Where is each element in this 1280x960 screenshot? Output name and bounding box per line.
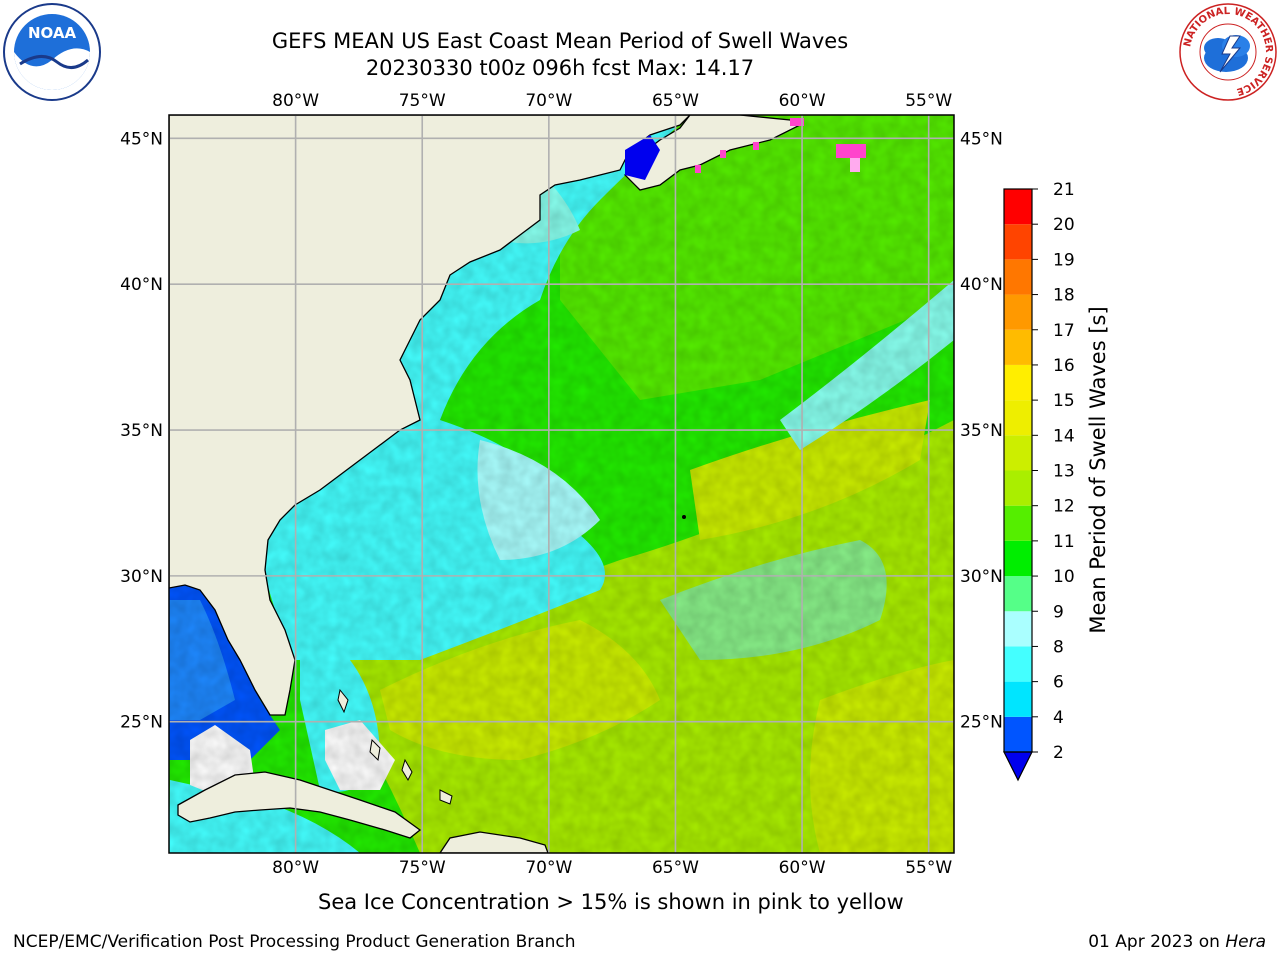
sea-ice-patch-5: [695, 165, 701, 173]
colorbar-segment-1: [1004, 681, 1032, 717]
colorbar-segment-9: [1004, 400, 1032, 436]
colorbar-tick-label-7: 12: [1053, 497, 1075, 517]
lon-label-top-5: 55°W: [905, 91, 952, 111]
colorbar-segment-3: [1004, 611, 1032, 647]
land-bahamas-1: [337, 688, 349, 714]
lat-label-right-0: 45°N: [960, 129, 1003, 149]
footer-credit: NCEP/EMC/Verification Post Processing Pr…: [13, 932, 576, 952]
colorbar-tick-label-2: 6: [1053, 673, 1064, 693]
land-bahamas-4: [439, 789, 453, 805]
land-bermuda: [682, 515, 686, 519]
footer-machine: Hera: [1225, 932, 1266, 952]
colorbar-tick-label-4: 9: [1053, 602, 1064, 622]
lon-label-top-2: 70°W: [525, 91, 572, 111]
lat-label-right-2: 35°N: [960, 421, 1003, 441]
colorbar-under-arrow: [1003, 751, 1033, 782]
sea-ice-patch-1: [790, 118, 804, 126]
lon-label-top-3: 65°W: [652, 91, 699, 111]
colorbar-tick-label-15: 20: [1053, 215, 1075, 235]
land-bahamas-3: [401, 758, 413, 782]
colorbar-segment-7: [1004, 470, 1032, 506]
colorbar-tick-label-14: 19: [1053, 250, 1075, 270]
lon-label-bottom-5: 55°W: [905, 858, 952, 878]
colorbar-tick-label-16: 21: [1053, 180, 1075, 200]
footer-date: 01 Apr 2023 on Hera: [1088, 932, 1266, 952]
sea-ice-patch-2: [836, 144, 866, 158]
colorbar-tick-label-9: 14: [1053, 426, 1075, 446]
lat-label-left-0: 45°N: [120, 129, 163, 149]
colorbar-segment-11: [1004, 329, 1032, 365]
lon-label-bottom-4: 60°W: [779, 858, 826, 878]
colorbar-tick-label-8: 13: [1053, 462, 1075, 482]
colorbar-segment-5: [1004, 540, 1032, 577]
noaa-logo: NOAA: [3, 3, 101, 101]
sea-ice-patch-6: [753, 142, 759, 150]
colorbar-segment-6: [1004, 505, 1032, 541]
swell-period-field: [169, 115, 954, 853]
lat-label-left-4: 25°N: [120, 713, 163, 733]
colorbar-tick-label-13: 18: [1053, 286, 1075, 306]
colorbar-tick-label-10: 15: [1053, 391, 1075, 411]
sea-ice-note: Sea Ice Concentration > 15% is shown in …: [318, 890, 904, 914]
lon-label-bottom-3: 65°W: [652, 858, 699, 878]
lat-label-right-4: 25°N: [960, 713, 1003, 733]
sea-ice-patch-4: [720, 150, 726, 158]
nws-logo: NATIONAL WEATHER SERVICE: [1179, 3, 1277, 101]
colorbar-segment-10: [1004, 364, 1032, 401]
map-subtitle: 20230330 t00z 096h fcst Max: 14.17: [365, 56, 755, 80]
sea-ice-patch-3: [850, 158, 860, 172]
lon-label-top-1: 75°W: [399, 91, 446, 111]
lon-label-bottom-0: 80°W: [272, 858, 319, 878]
map-frame: [168, 114, 955, 854]
lon-label-bottom-1: 75°W: [399, 858, 446, 878]
footer-date-text: 01 Apr 2023 on: [1088, 932, 1226, 952]
colorbar-tick-label-3: 8: [1053, 637, 1064, 657]
bay-of-fundy-field: [625, 135, 660, 180]
lon-label-top-4: 60°W: [779, 91, 826, 111]
land-hispaniola: [439, 831, 549, 853]
colorbar: 2 4 6 8 9 10 11 12 13 14 15 16 17 18 19 20 21: [1003, 180, 1075, 782]
colorbar-label: Mean Period of Swell Waves [s]: [1086, 306, 1110, 634]
noaa-logo-text: NOAA: [28, 24, 77, 42]
colorbar-tick-label-1: 4: [1053, 708, 1064, 728]
colorbar-segment-2: [1004, 646, 1032, 682]
land-bahamas-2: [369, 738, 381, 762]
graticule: [169, 115, 954, 853]
colorbar-segment-8: [1004, 435, 1032, 471]
colorbar-segment-0: [1004, 716, 1032, 752]
colorbar-tick-label-5: 10: [1053, 567, 1075, 587]
colorbar-segment-14: [1004, 224, 1032, 260]
colorbar-segment-12: [1004, 294, 1032, 330]
colorbar-segment-4: [1004, 576, 1032, 612]
colorbar-tick-label-0: 2: [1053, 743, 1064, 763]
lat-label-right-3: 30°N: [960, 567, 1003, 587]
lat-label-left-1: 40°N: [120, 275, 163, 295]
lon-label-bottom-2: 70°W: [525, 858, 572, 878]
colorbar-tick-label-12: 17: [1053, 321, 1075, 341]
map-title: GEFS MEAN US East Coast Mean Period of S…: [271, 29, 849, 53]
tick-labels: 80°W 80°W 75°W 75°W 70°W 70°W 65°W 65°W 60°W 60°W…: [120, 91, 1003, 878]
colorbar-segment-13: [1004, 259, 1032, 295]
lat-label-left-2: 35°N: [120, 421, 163, 441]
lon-label-top-0: 80°W: [272, 91, 319, 111]
colorbar-tick-label-6: 11: [1053, 532, 1075, 552]
colorbar-segment-15: [1004, 189, 1032, 225]
land-cuba: [177, 771, 422, 839]
lat-label-left-3: 30°N: [120, 567, 163, 587]
lat-label-right-1: 40°N: [960, 275, 1003, 295]
colorbar-tick-label-11: 16: [1053, 356, 1075, 376]
